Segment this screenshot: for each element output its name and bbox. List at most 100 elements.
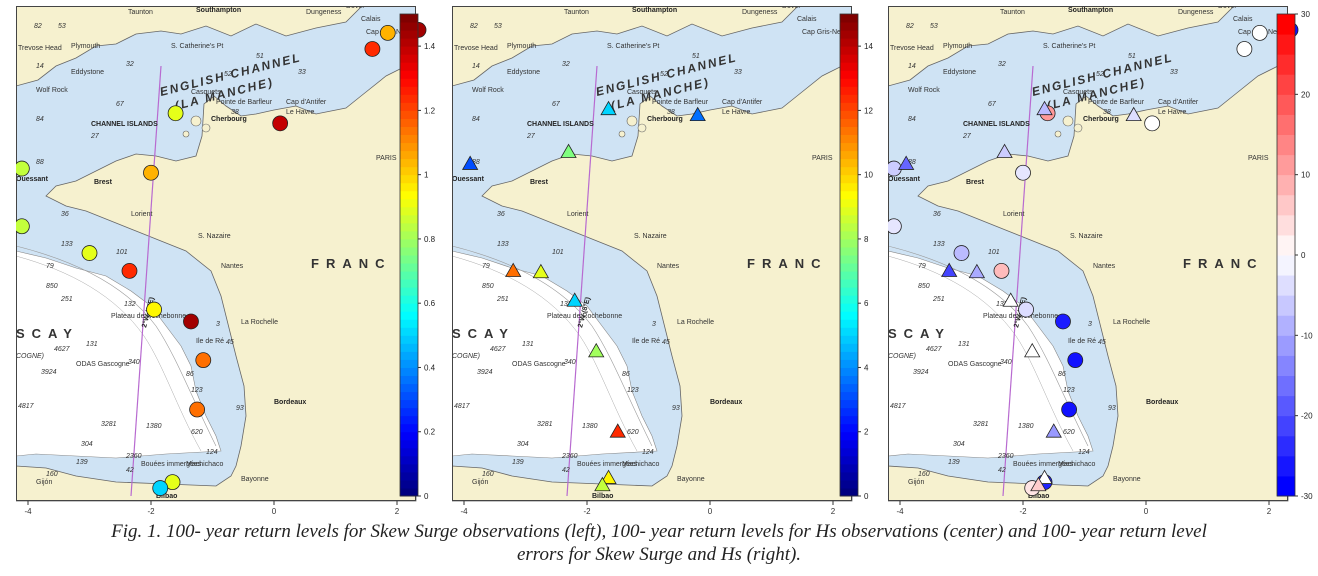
colorbar-tick-label: 0.4 xyxy=(424,363,436,372)
island xyxy=(1073,123,1083,133)
colorbar-segment xyxy=(400,439,418,449)
colorbar-segment xyxy=(400,134,418,144)
data-triangle-marker xyxy=(600,469,617,484)
country-label: FRANC xyxy=(747,256,828,271)
place-label: Casquets xyxy=(191,89,221,96)
colorbar-segment xyxy=(840,287,858,296)
depth-label: 82 xyxy=(906,23,914,30)
colorbar-segment xyxy=(400,230,418,240)
colorbar-segment xyxy=(400,54,418,63)
data-triangle-marker xyxy=(996,143,1013,158)
data-triangle-marker xyxy=(532,263,550,279)
colorbar-segment xyxy=(400,190,418,200)
colorbar-tick-label: 12 xyxy=(864,106,873,115)
data-circle-marker xyxy=(272,115,289,132)
place-label: Lorient xyxy=(131,211,152,218)
colorbar-segment xyxy=(840,487,858,497)
depth-label: 340 xyxy=(564,359,576,366)
england-coast xyxy=(16,6,363,87)
colorbar-segment xyxy=(400,38,418,47)
france-coast xyxy=(16,60,417,502)
place-label: La Rochelle xyxy=(1113,319,1150,326)
depth-label: 132 xyxy=(996,301,1008,308)
place-label: Cherbourg xyxy=(647,116,683,123)
data-circle-marker xyxy=(953,245,970,261)
x-tick-label: 0 xyxy=(272,507,277,516)
data-circle-marker xyxy=(146,301,162,318)
depth-label: 3281 xyxy=(537,421,553,428)
map-area: Taunton Southampton Dungeness Dover Calais Ca… xyxy=(452,6,853,516)
depth-label: 14 xyxy=(472,63,480,70)
depth-label: 42 xyxy=(562,467,570,474)
data-triangle-marker xyxy=(941,262,958,277)
depth-label: 86 xyxy=(1058,371,1066,378)
colorbar-segment xyxy=(1277,214,1295,236)
colorbar-segment xyxy=(1277,475,1295,497)
abyssal-plain xyxy=(16,250,222,459)
colorbar-segment xyxy=(400,94,418,103)
depth-label: 53 xyxy=(930,23,938,30)
place-label: Plateau de Rochebonne xyxy=(983,313,1058,320)
depth-label: 139 xyxy=(76,459,88,466)
depth-label: 79 xyxy=(918,263,926,270)
depth-label: 4627 xyxy=(54,346,71,353)
colorbar-segment xyxy=(840,150,858,160)
depth-label: 52 xyxy=(1096,71,1104,78)
bay-label: SCAY xyxy=(888,326,951,341)
colorbar-segment xyxy=(400,22,418,31)
island xyxy=(626,115,638,127)
depth-label: 132 xyxy=(560,301,572,308)
data-circle-marker xyxy=(993,262,1010,279)
place-label: Southampton xyxy=(632,7,677,14)
depth-label: 84 xyxy=(472,116,480,123)
colorbar-segment xyxy=(400,174,418,184)
place-label: Ile de Ré xyxy=(196,338,224,345)
colorbar-segment xyxy=(1277,174,1295,196)
colorbar-segment xyxy=(840,62,858,71)
colorbar-segment xyxy=(840,343,858,352)
data-triangle-marker xyxy=(461,155,479,170)
colorbar-tick-label: 10 xyxy=(864,171,873,180)
colorbar-segment xyxy=(840,118,858,127)
colorbar-segment xyxy=(400,182,418,192)
depth-label: 3 xyxy=(652,321,656,328)
data-triangle-marker xyxy=(505,262,522,277)
colorbar-segment xyxy=(840,94,858,103)
place-label: Dungeness xyxy=(306,9,342,16)
data-circle-marker xyxy=(195,352,212,369)
place-label: PARIS xyxy=(376,155,397,162)
colorbar-segment xyxy=(840,399,858,409)
data-circle-marker xyxy=(1251,24,1268,41)
place-label: Brest xyxy=(94,179,113,186)
map-panel-3: Taunton Southampton Dungeness Dover Calais Ca… xyxy=(888,6,1318,516)
colorbar-segment xyxy=(840,22,858,31)
depth-label: 51 xyxy=(692,53,700,60)
colorbar-segment xyxy=(840,126,858,135)
depth-contour xyxy=(888,245,1089,447)
place-label: Brest xyxy=(530,179,549,186)
data-circle-marker xyxy=(81,245,98,261)
colorbar-tick-label: 20 xyxy=(1301,90,1310,99)
depth-label: 3924 xyxy=(913,369,929,376)
data-circle-marker xyxy=(1018,301,1034,318)
colorbar-segment xyxy=(1277,335,1295,356)
colorbar-segment xyxy=(840,238,858,248)
depth-label: 36 xyxy=(933,211,941,218)
colorbar-segment xyxy=(400,399,418,409)
place-label: Ouessant xyxy=(888,176,921,183)
colorbar-segment xyxy=(400,255,418,264)
place-label: Ile de Ré xyxy=(632,338,660,345)
depth-contour xyxy=(16,255,202,452)
colorbar-segment xyxy=(400,198,418,208)
map-svg-2: Taunton Southampton Dungeness Dover Calais Ca… xyxy=(452,6,873,516)
meridian-line xyxy=(1002,65,1034,497)
depth-label: 52 xyxy=(224,71,232,78)
colorbar-segment xyxy=(400,126,418,135)
colorbar-segment xyxy=(400,238,418,248)
depth-label: 33 xyxy=(298,69,306,76)
place-label: Trevose Head xyxy=(18,45,62,52)
map-panel-2: Taunton Southampton Dungeness Dover Calais Ca… xyxy=(452,6,907,516)
data-triangle-marker xyxy=(594,476,611,492)
colorbar-segment xyxy=(840,174,858,184)
depth-label: 42 xyxy=(998,467,1006,474)
